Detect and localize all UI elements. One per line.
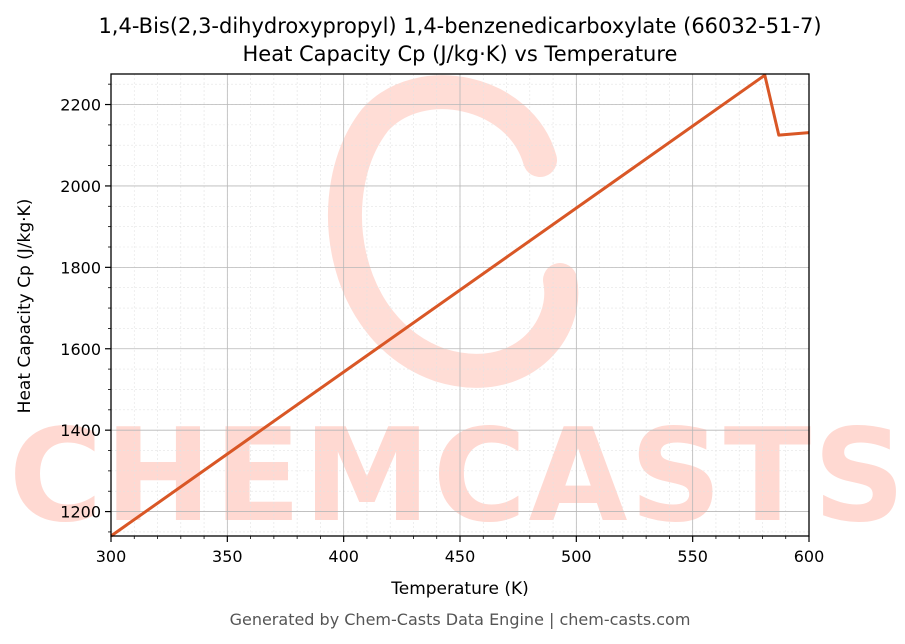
x-tick-label: 550 xyxy=(677,547,708,566)
x-tick-label: 500 xyxy=(561,547,592,566)
footer-credit: Generated by Chem-Casts Data Engine | ch… xyxy=(230,610,691,629)
chart-subtitle: Heat Capacity Cp (J/kg·K) vs Temperature xyxy=(243,42,678,66)
y-tick-label: 1600 xyxy=(60,340,101,359)
y-tick-label: 2200 xyxy=(60,96,101,115)
x-tick-label: 600 xyxy=(794,547,825,566)
watermark-text: CHEMCASTS xyxy=(9,402,905,551)
watermark: CHEMCASTS xyxy=(9,75,905,551)
y-axis-ticks: 1200 1400 1600 1800 2000 2200 xyxy=(60,83,111,533)
y-tick-label: 1400 xyxy=(60,421,101,440)
x-tick-label: 450 xyxy=(445,547,476,566)
series-line xyxy=(110,73,810,538)
chart-title: 1,4-Bis(2,3-dihydroxypropyl) 1,4-benzene… xyxy=(98,14,821,38)
watermark-swirl xyxy=(328,75,579,388)
y-axis-label: Heat Capacity Cp (J/kg·K) xyxy=(15,199,35,414)
x-tick-label: 400 xyxy=(328,547,359,566)
y-tick-label: 1200 xyxy=(60,503,101,522)
series-group xyxy=(110,73,810,538)
x-axis-ticks: 300 350 400 450 500 550 600 xyxy=(96,536,825,566)
x-tick-label: 350 xyxy=(212,547,243,566)
x-axis-label: Temperature (K) xyxy=(390,579,529,599)
x-tick-label: 300 xyxy=(96,547,127,566)
y-tick-label: 1800 xyxy=(60,258,101,277)
y-tick-label: 2000 xyxy=(60,177,101,196)
